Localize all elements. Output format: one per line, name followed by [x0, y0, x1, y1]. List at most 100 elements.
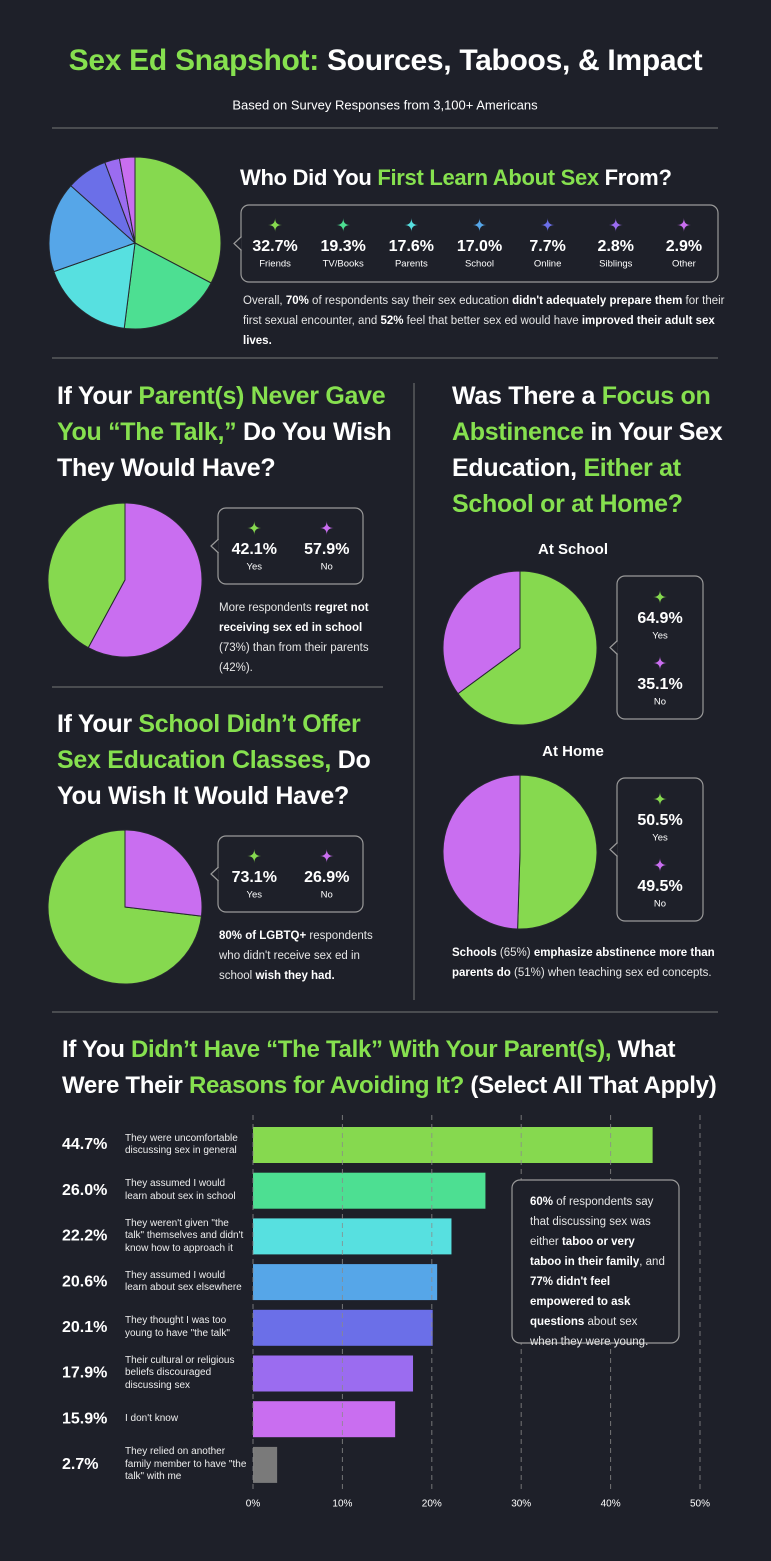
box-pointer — [210, 866, 219, 882]
value-label: 15.9% — [62, 1410, 107, 1427]
x-tick-label: 50% — [690, 1499, 710, 1510]
pie-slice — [47, 502, 126, 649]
stat-value: 2.9% — [666, 238, 702, 255]
stat-value: 26.9% — [304, 869, 349, 886]
text-run: wish they had. — [255, 970, 335, 982]
box-pointer — [210, 538, 219, 554]
stat-value: 32.7% — [252, 238, 297, 255]
pie-slice — [87, 502, 203, 658]
category-label: I don't know — [125, 1412, 179, 1424]
text-run: 80% of LGBTQ+ — [219, 930, 307, 942]
note: 80% of LGBTQ+ respondents who didn't rec… — [219, 926, 384, 986]
star-icon — [540, 218, 555, 232]
text-run: (73%) than from their parents (42%). — [219, 642, 369, 674]
text-run: didn't adequately prepare them — [512, 295, 683, 307]
stat-value: 49.5% — [637, 878, 682, 895]
text-run: 60% — [530, 1196, 554, 1208]
pie-slice — [442, 774, 521, 930]
text-run: 52% — [380, 315, 404, 327]
text-run: , and — [639, 1256, 665, 1268]
box-pointer — [609, 842, 618, 857]
text-run: in Your Sex Education, — [452, 418, 723, 482]
pie-slice — [118, 156, 136, 244]
box-pointer — [609, 640, 618, 655]
stat-value: 17.6% — [389, 238, 434, 255]
text-run: respondents who didn't receive sex ed in… — [219, 930, 373, 982]
star-icon — [336, 218, 351, 232]
category-label: Their cultural or religious beliefs disc… — [125, 1354, 235, 1391]
value-label: 2.7% — [62, 1456, 98, 1473]
x-tick-label: 0% — [246, 1499, 261, 1510]
text-run: What Were Their — [62, 1036, 676, 1099]
value-label: 20.6% — [62, 1273, 107, 1290]
text-run: More respondents — [219, 602, 315, 614]
pie-slice — [134, 156, 222, 284]
stat-label: No — [321, 890, 333, 901]
text-run: regret not receiving sex ed in school — [219, 602, 369, 634]
text-run: taboo or very taboo in their family — [530, 1236, 640, 1268]
pie-slice — [48, 185, 136, 273]
stat-label: Yes — [247, 890, 263, 901]
stat-value: 7.7% — [529, 238, 565, 255]
pie-slice — [517, 774, 598, 930]
stat-label: No — [321, 562, 333, 573]
text-run: about sex when they were young. — [530, 1316, 649, 1348]
text-run: Didn’t Have “The Talk” With Your Parent(… — [131, 1036, 612, 1063]
category-label: They thought I was too young to have "th… — [125, 1315, 230, 1339]
category-label: They assumed I would learn about sex els… — [125, 1269, 242, 1294]
pie-slice — [53, 242, 136, 329]
box-pointer — [233, 236, 242, 251]
text-run: Do You Wish They Would Have? — [57, 418, 392, 482]
star-icon — [608, 218, 623, 232]
subtitle: Based on Survey Responses from 3,100+ Am… — [232, 97, 538, 112]
pie-slice — [442, 570, 521, 695]
star-icon — [404, 218, 419, 232]
text-run: From? — [598, 165, 672, 190]
stat-value: 19.3% — [321, 238, 366, 255]
star-icon — [247, 849, 262, 863]
stat-value: 64.9% — [637, 610, 682, 627]
section-title: If Your School Didn’t Offer Sex Educatio… — [57, 706, 397, 814]
x-tick-label: 20% — [422, 1499, 442, 1510]
stat-label: No — [654, 697, 666, 708]
section-title: If Your Parent(s) Never Gave You “The Ta… — [57, 378, 397, 486]
bar — [253, 1127, 653, 1163]
stat-label: No — [654, 899, 666, 910]
stat-value: 35.1% — [637, 676, 682, 693]
stat-label: TV/Books — [323, 259, 364, 270]
stat-value: 17.0% — [457, 238, 502, 255]
pie-slice — [457, 570, 598, 726]
category-label: They were uncomfortable discussing sex i… — [125, 1132, 238, 1157]
text-run: Who Did You — [240, 165, 378, 190]
pie-subtitle: At School — [538, 541, 608, 558]
pie-slice — [123, 242, 212, 330]
star-icon — [268, 218, 283, 232]
star-icon — [319, 521, 334, 535]
note: 60% of respondents say that discussing s… — [530, 1192, 665, 1352]
text-run: (51%) when teaching sex ed concepts. — [510, 967, 712, 979]
stat-value: 2.8% — [598, 238, 634, 255]
text-run: First Learn About Sex — [377, 165, 599, 190]
star-icon — [472, 218, 487, 232]
pie-subtitle: At Home — [542, 743, 604, 760]
bar — [253, 1264, 438, 1301]
x-tick-label: 30% — [511, 1499, 531, 1510]
text-run: of respondents say that discussing sex w… — [530, 1196, 654, 1248]
stat-label: Friends — [259, 259, 291, 270]
text-run: If Your — [57, 710, 139, 738]
text-run: Focus on Abstinence — [452, 382, 711, 446]
text-run: feel that better sex ed would have — [403, 315, 582, 327]
stat-value: 73.1% — [232, 869, 277, 886]
text-run: improved their adult sex lives. — [243, 315, 715, 347]
value-label: 20.1% — [62, 1319, 107, 1336]
value-label: 26.0% — [62, 1182, 107, 1199]
x-tick-label: 10% — [332, 1499, 352, 1510]
text-run: Do You Wish It Would Have? — [57, 746, 371, 810]
bar — [253, 1446, 278, 1483]
bar — [253, 1401, 396, 1438]
category-label: They relied on another family member to … — [125, 1446, 247, 1483]
text-run: Overall, — [243, 295, 286, 307]
text-run: If You — [62, 1036, 132, 1063]
